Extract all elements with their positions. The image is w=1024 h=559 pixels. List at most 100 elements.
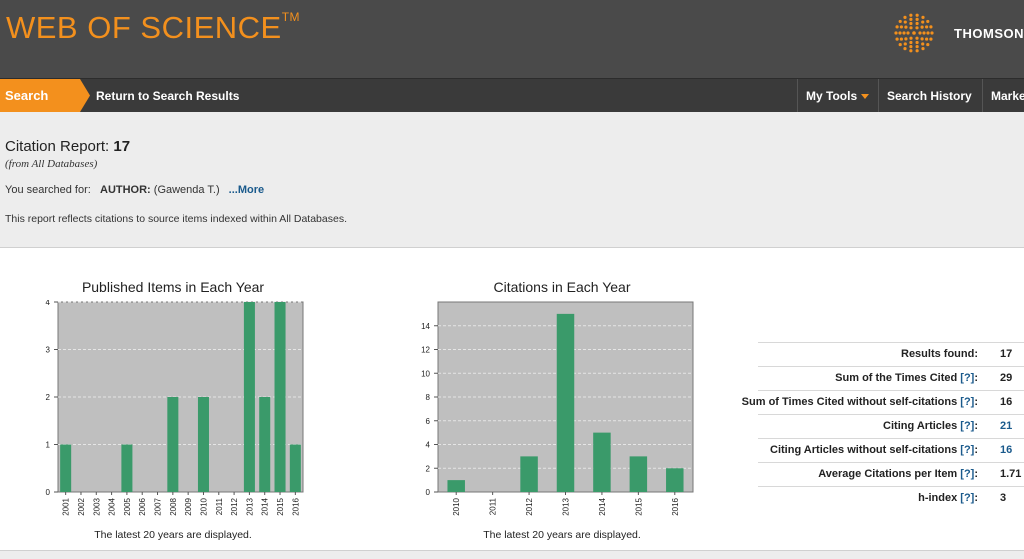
x-tick-label: 2009 — [184, 497, 193, 515]
publisher-name: THOMSON — [954, 26, 1024, 41]
citing-articles-link[interactable]: 21 — [1000, 420, 1013, 432]
stat-label: Sum of the Times Cited [?]: — [835, 372, 978, 384]
bar-2012 — [520, 456, 538, 492]
help-link[interactable]: [?] — [960, 396, 975, 408]
stat-row: Citing Articles [?]: 21 — [758, 414, 1024, 438]
x-tick-label: 2012 — [525, 497, 534, 515]
published-items-chart-title: Published Items in Each Year — [81, 279, 265, 295]
stat-label: Average Citations per Item [?]: — [818, 468, 978, 480]
y-tick-label: 0 — [46, 488, 51, 497]
x-tick-label: 2016 — [291, 497, 300, 515]
x-tick-label: 2010 — [199, 497, 208, 515]
stat-label: Results found: — [901, 348, 978, 360]
x-tick-label: 2005 — [123, 497, 132, 515]
y-tick-label: 2 — [46, 393, 51, 402]
stat-label: Sum of Times Cited without self-citation… — [741, 396, 978, 408]
citing-articles-without-self-link[interactable]: 16 — [1000, 444, 1013, 456]
bar-2010 — [197, 397, 209, 492]
x-tick-label: 2011 — [215, 497, 224, 515]
bar-2015 — [629, 456, 648, 492]
x-tick-label: 2006 — [138, 497, 147, 515]
y-tick-label: 4 — [46, 300, 51, 307]
published-items-chart-footer: The latest 20 years are displayed. — [94, 529, 252, 541]
more-link[interactable]: ...More — [228, 184, 265, 196]
bar-2016 — [666, 468, 684, 492]
x-tick-label: 2008 — [169, 497, 178, 515]
citations-chart: 0 2 4 6 8 10 12 14 2010 2011 2012 2013 2014 2015 2016 — [421, 301, 694, 516]
x-tick-label: 2014 — [598, 497, 607, 515]
search-tab-label: Search — [5, 88, 49, 103]
page-title: Citation Report: 17 — [5, 138, 131, 155]
report-note: This report reflects citations to source… — [5, 213, 347, 225]
bar-2014 — [259, 397, 271, 492]
nav-bar: Search Return to Search Results My Tools… — [0, 78, 1024, 112]
bar-2010 — [447, 480, 465, 492]
x-tick-label: 2015 — [634, 497, 643, 515]
stat-value-results-found: 17 — [1000, 348, 1013, 360]
help-link[interactable]: [?] — [960, 372, 975, 384]
stat-value-sum-times-cited-without-self: 16 — [1000, 396, 1013, 408]
x-tick-label: 2013 — [245, 497, 254, 515]
help-link[interactable]: [?] — [960, 468, 975, 480]
x-tick-label: 2013 — [562, 497, 571, 515]
y-tick-label: 3 — [46, 346, 51, 355]
database-scope: (from All Databases) — [5, 158, 98, 170]
x-tick-label: 2011 — [489, 497, 498, 515]
help-link[interactable]: [?] — [960, 444, 975, 456]
help-link[interactable]: [?] — [960, 420, 975, 432]
x-tick-label: 2015 — [276, 497, 285, 515]
y-tick-label: 10 — [421, 369, 430, 378]
published-items-chart: 0 1 2 3 4 2001 2002 2003 2004 2005 2006 2007 2008 200… — [46, 300, 304, 516]
y-tick-label: 12 — [421, 346, 430, 355]
return-to-search-results-link[interactable]: Return to Search Results — [96, 89, 240, 103]
y-tick-label: 4 — [426, 441, 431, 450]
x-tick-label: 2014 — [261, 497, 270, 515]
stat-label: Citing Articles [?]: — [883, 420, 978, 432]
stat-value-sum-times-cited: 29 — [1000, 372, 1013, 384]
chevron-down-icon — [861, 94, 870, 100]
bar-2013 — [556, 313, 575, 492]
divider — [0, 247, 1024, 248]
stat-value-average-citations: 1.71 — [1000, 468, 1022, 480]
search-query: You searched for: AUTHOR: (Gawenda T.) .… — [5, 184, 265, 196]
bar-2015 — [274, 302, 286, 492]
stat-row: Sum of the Times Cited [?]: 29 — [758, 366, 1024, 390]
x-tick-label: 2001 — [62, 497, 71, 515]
stat-label: h-index [?]: — [918, 492, 978, 504]
bar-2016 — [289, 444, 301, 492]
x-tick-label: 2012 — [230, 497, 239, 515]
x-tick-label: 2002 — [77, 497, 86, 515]
stat-value-h-index: 3 — [1000, 492, 1007, 504]
stat-row: h-index [?]: 3 — [758, 486, 1024, 510]
marked-list-link[interactable]: Marke — [982, 79, 1024, 112]
citation-stats-table: Results found: 17 Sum of the Times Cited… — [742, 342, 1024, 510]
y-tick-label: 6 — [426, 417, 431, 426]
stat-label: Citing Articles without self-citations [… — [770, 444, 978, 456]
y-tick-label: 1 — [46, 441, 51, 450]
x-tick-label: 2016 — [671, 497, 680, 515]
web-of-science-logo[interactable]: WEB OF SCIENCETM — [6, 9, 301, 45]
search-history-link[interactable]: Search History — [878, 79, 982, 112]
stat-row: Sum of Times Cited without self-citation… — [742, 390, 1024, 414]
y-tick-label: 2 — [426, 464, 431, 473]
stat-row: Citing Articles without self-citations [… — [758, 438, 1024, 462]
my-tools-menu[interactable]: My Tools — [797, 79, 878, 112]
bar-2013 — [243, 302, 255, 492]
bar-2014 — [593, 432, 611, 492]
help-link[interactable]: [?] — [960, 492, 975, 504]
bar-2005 — [121, 444, 133, 492]
y-tick-label: 0 — [426, 488, 431, 497]
app-header: WEB OF SCIENCETM THOMSON — [0, 0, 1024, 78]
y-tick-label: 14 — [421, 322, 430, 331]
stat-row: Average Citations per Item [?]: 1.71 — [758, 462, 1024, 486]
bar-2001 — [60, 444, 72, 492]
search-tab[interactable]: Search — [0, 79, 90, 112]
bar-2008 — [167, 397, 179, 492]
x-tick-label: 2004 — [108, 497, 117, 515]
x-tick-label: 2010 — [452, 497, 461, 515]
citations-chart-title: Citations in Each Year — [493, 279, 631, 295]
divider — [0, 550, 1024, 551]
stat-row: Results found: 17 — [758, 342, 1024, 366]
y-tick-label: 8 — [426, 393, 431, 402]
x-tick-label: 2003 — [92, 497, 101, 515]
